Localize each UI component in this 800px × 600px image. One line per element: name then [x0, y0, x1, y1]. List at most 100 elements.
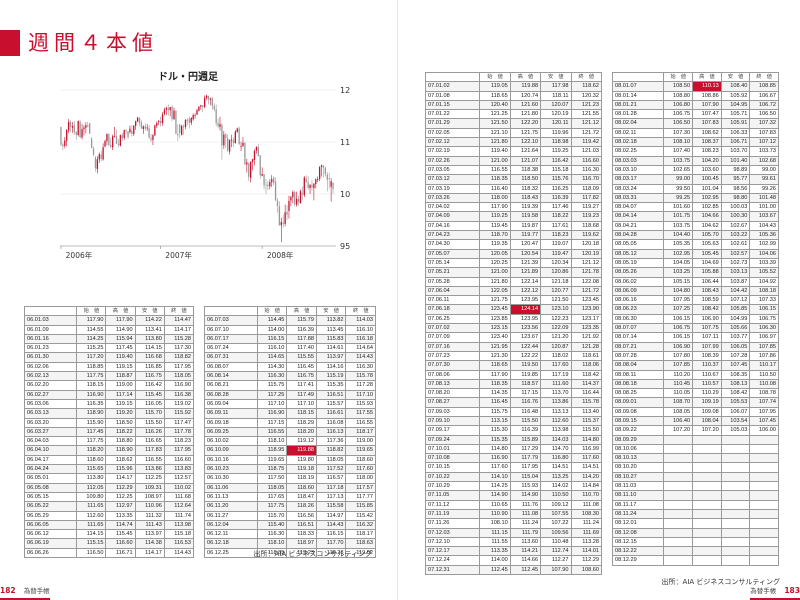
candle-body — [161, 114, 164, 124]
table-row: 08.09.15 106.40 108.04 103.54 107.45 — [611, 415, 779, 427]
price-cell: 106.00 — [749, 425, 779, 436]
candle-body — [203, 98, 206, 107]
candle-body — [324, 167, 327, 175]
price-cell: 117.10 — [286, 398, 317, 410]
price-cell — [720, 508, 751, 520]
table-row: 07.09.24 115.35 115.89 114.03 114.80 — [424, 434, 603, 445]
table-row: 07.06.18 123.45 124.14 123.10 123.90 — [424, 304, 603, 315]
row-date: 08.07.07 — [611, 322, 665, 334]
table-row: 08.03.24 99.50 101.04 98.56 99.26 — [611, 183, 779, 194]
price-cell: 119.65 — [345, 445, 376, 456]
price-cell — [663, 527, 694, 538]
price-cell: 106.15 — [663, 313, 694, 325]
candle-body — [119, 135, 122, 146]
row-date: 07.09.03 — [424, 406, 481, 418]
price-cell: 101.48 — [749, 192, 779, 204]
table-row: 08.11.03 — [611, 481, 779, 492]
row-date: 07.07.02 — [424, 322, 481, 334]
price-cell: 102.85 — [692, 202, 722, 213]
table-row: 08.12.15 — [611, 536, 779, 548]
row-date: 06.07.24 — [204, 343, 258, 354]
weekly-table-2006-h2: 始 値高 値安 値終 値 06.07.03 114.45 115.79 113.82 11… — [204, 305, 376, 559]
table-row: 08.01.28 106.75 107.47 105.71 106.50 — [611, 109, 779, 120]
price-cell: 105.03 — [720, 425, 751, 436]
price-cell: 116.55 — [134, 454, 165, 466]
price-cell: 118.68 — [570, 220, 603, 232]
price-cell: 113.15 — [479, 415, 511, 427]
price-cell: 115.42 — [345, 510, 376, 521]
candle-body — [173, 110, 175, 120]
price-cell: 119.65 — [256, 454, 288, 466]
source-note-right: 出所：AIA ビジネスコンサルティング — [661, 578, 780, 586]
price-cell: 108.04 — [692, 415, 722, 427]
price-cell: 115.90 — [76, 417, 107, 428]
candle-body — [156, 123, 158, 126]
row-date: 08.09.29 — [611, 434, 665, 445]
footer-label-right: 為替手帳 — [750, 587, 777, 595]
candle-body — [332, 182, 334, 189]
candle-body — [67, 122, 70, 131]
price-cell: 108.42 — [720, 388, 751, 399]
table-row: 06.01.23 115.25 117.45 114.15 117.30 — [23, 343, 195, 354]
candle-body — [226, 138, 229, 151]
price-cell: 117.20 — [76, 352, 107, 363]
price-cell: 118.90 — [105, 445, 136, 456]
price-cell: 118.60 — [286, 482, 317, 493]
table-row: 07.03.05 116.55 118.38 115.18 116.30 — [424, 164, 603, 176]
row-date: 07.01.02 — [424, 81, 481, 92]
candle-body — [257, 147, 259, 157]
price-cell: 113.25 — [540, 471, 572, 483]
price-cell: 116.32 — [345, 519, 376, 531]
price-cell: 120.86 — [540, 267, 572, 278]
price-cell: 117.60 — [345, 464, 376, 475]
price-cell: 111.79 — [509, 527, 542, 538]
price-cell: 115.96 — [105, 464, 136, 475]
price-cell: 118.22 — [540, 211, 572, 222]
price-cell: 104.43 — [749, 220, 779, 232]
table-row: 06.11.27 115.70 116.56 114.97 115.42 — [204, 510, 376, 521]
table-row: 06.08.14 116.30 116.75 115.19 115.78 — [204, 371, 376, 382]
table-row: 06.11.13 117.65 118.47 117.13 117.77 — [204, 491, 376, 503]
price-cell: 114.43 — [163, 547, 195, 559]
price-cell: 121.12 — [570, 257, 603, 269]
candle-body — [154, 125, 156, 136]
candle-body — [299, 191, 302, 204]
table-row: 07.09.10 113.15 115.50 112.60 115.37 — [424, 415, 603, 427]
price-cell: 115.57 — [315, 398, 347, 410]
price-cell: 110.20 — [663, 369, 694, 380]
candle-body — [269, 181, 271, 187]
price-cell: 112.27 — [540, 555, 572, 566]
price-cell: 115.40 — [256, 519, 288, 531]
table-row: 07.12.03 111.15 111.79 109.56 111.69 — [424, 527, 603, 538]
price-cell: 99.25 — [663, 192, 694, 204]
row-date: 07.05.14 — [424, 257, 481, 269]
price-cell: 118.57 — [509, 378, 542, 390]
price-cell: 107.85 — [749, 341, 779, 352]
price-cell: 114.90 — [509, 490, 542, 501]
candle-body — [190, 117, 192, 123]
price-cell: 115.25 — [76, 343, 107, 354]
table-row: 07.07.09 123.40 123.67 121.20 121.92 — [424, 332, 603, 343]
price-cell: 116.90 — [76, 389, 107, 400]
price-cell: 114.17 — [134, 547, 165, 559]
column-header: 終 値 — [570, 71, 603, 83]
price-cell — [692, 499, 722, 510]
price-cell: 110.45 — [663, 378, 694, 390]
price-cell: 118.05 — [315, 454, 347, 466]
price-cell: 120.74 — [509, 90, 542, 101]
table-row: 06.03.20 115.90 118.50 115.50 117.47 — [23, 417, 195, 428]
price-cell: 108.18 — [749, 285, 779, 297]
row-date: 07.02.12 — [424, 137, 481, 148]
price-cell: 121.60 — [509, 99, 542, 111]
table-row: 06.11.06 118.05 118.60 117.18 117.57 — [204, 482, 376, 493]
price-cell: 115.50 — [509, 415, 542, 427]
price-cell: 118.17 — [345, 529, 376, 540]
price-cell: 111.08 — [509, 508, 542, 520]
row-date: 07.11.26 — [424, 518, 481, 529]
table-row: 07.05.14 120.25 121.39 120.34 121.12 — [424, 257, 603, 269]
candle-body — [280, 222, 282, 226]
price-cell: 103.39 — [749, 257, 779, 269]
table-row: 08.12.08 — [611, 527, 779, 538]
table-row: 06.06.05 111.65 114.74 111.43 113.98 — [23, 519, 195, 531]
price-cell: 110.67 — [692, 369, 722, 380]
